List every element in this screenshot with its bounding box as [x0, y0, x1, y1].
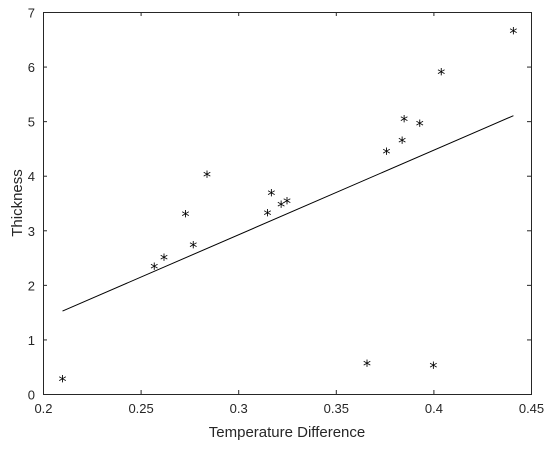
data-point-marker: *	[437, 65, 445, 84]
y-axis-label: Thickness	[9, 169, 26, 237]
y-tick-label: 4	[28, 169, 35, 184]
x-axis-label: Temperature Difference	[209, 424, 365, 441]
x-tick-label: 0.2	[34, 401, 52, 416]
data-point-marker: *	[181, 206, 189, 225]
trend-line	[62, 115, 514, 312]
data-point-marker: *	[267, 186, 275, 205]
y-tick-label: 1	[28, 333, 35, 348]
y-tick-label: 5	[28, 115, 35, 130]
data-point-marker: *	[416, 116, 424, 135]
y-tick-label: 7	[28, 6, 35, 21]
y-tick-label: 2	[28, 278, 35, 293]
data-point-marker: *	[189, 238, 197, 257]
data-point-marker: *	[277, 197, 285, 216]
data-point-marker: *	[150, 259, 158, 278]
x-tick-label: 0.35	[324, 401, 349, 416]
axis-tick-labels: 0.2 0.25 0.3 0.35 0.4 0.45 0 1 2 3 4 5 6 7	[28, 6, 544, 417]
data-points: ** ************ ****	[59, 24, 518, 391]
data-point-marker: *	[203, 167, 211, 186]
data-point-marker: *	[400, 112, 408, 131]
x-tick-label: 0.25	[128, 401, 153, 416]
data-point-marker: *	[429, 358, 437, 377]
x-tick-label: 0.3	[230, 401, 248, 416]
data-point-marker: *	[160, 250, 168, 269]
data-point-marker: *	[59, 371, 67, 390]
data-point-marker: *	[283, 193, 291, 212]
x-tick-label: 0.4	[425, 401, 443, 416]
data-point-marker: *	[509, 24, 517, 43]
plot-area	[43, 12, 532, 395]
data-point-marker: *	[383, 144, 391, 163]
data-point-marker: *	[263, 205, 271, 224]
y-tick-label: 3	[28, 224, 35, 239]
axis-ticks	[43, 12, 532, 395]
data-point-marker: *	[398, 133, 406, 152]
y-tick-label: 0	[28, 388, 35, 403]
y-tick-label: 6	[28, 60, 35, 75]
x-tick-label: 0.45	[519, 401, 544, 416]
data-point-marker: *	[363, 356, 371, 375]
